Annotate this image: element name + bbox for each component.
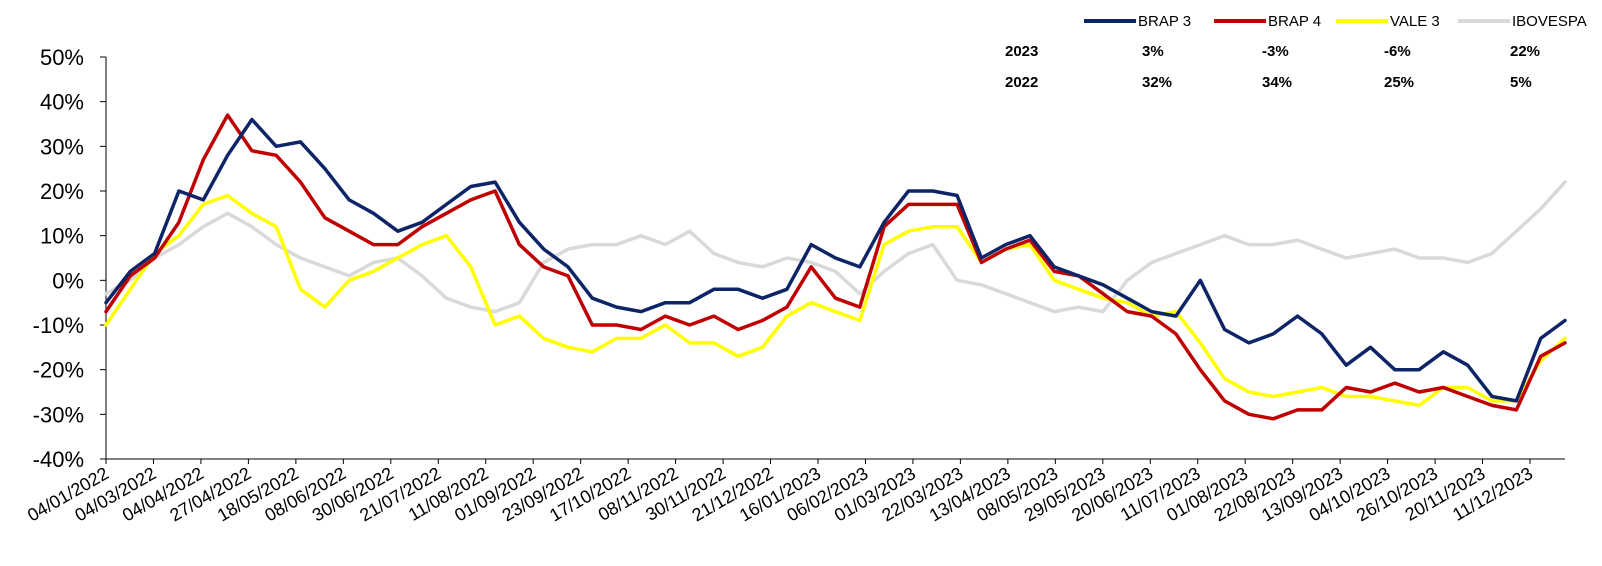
chart-legend: BRAP 3 BRAP 4 VALE 3 IBOVESPA [1084,13,1587,30]
returns-2022-brap4: 34% [1262,74,1292,91]
returns-2022-vale3: 25% [1384,74,1414,91]
plot-area [104,113,1567,421]
x-axis: 04/01/202204/03/202204/04/202227/04/2022… [24,458,1565,526]
series-line-brap4 [104,113,1567,421]
y-tick-label: 40% [40,90,84,115]
series-line-vale3 [104,193,1567,408]
returns-2022-ibovespa: 5% [1510,74,1532,91]
returns-table: 2023 3% -3% -6% 22% 2022 32% 34% 25% 5% [1005,43,1540,91]
series-line-ibovespa [104,180,1567,314]
returns-2023-ibovespa: 22% [1510,43,1540,60]
series-line-brap3 [104,117,1567,403]
returns-2022-brap3: 32% [1142,74,1172,91]
y-tick-label: 0% [52,268,84,293]
y-tick-label: 10% [40,224,84,249]
returns-2023-brap3: 3% [1142,43,1164,60]
legend-item-brap3: BRAP 3 [1084,13,1191,30]
returns-year-2022: 2022 [1005,74,1038,91]
returns-2023-vale3: -6% [1384,43,1411,60]
legend-label-ibovespa: IBOVESPA [1512,13,1587,30]
y-axis: 50% 40% 30% 20% 10% 0% -10% -20% -30% -40% [33,45,107,472]
returns-row-2023: 2023 3% -3% -6% 22% [1005,43,1540,60]
returns-row-2022: 2022 32% 34% 25% 5% [1005,74,1532,91]
y-tick-label: 30% [40,134,84,159]
y-tick-label: -10% [33,313,84,338]
legend-item-vale3: VALE 3 [1336,13,1440,30]
returns-year-2023: 2023 [1005,43,1038,60]
y-tick-label: -30% [33,402,84,427]
legend-label-vale3: VALE 3 [1390,13,1440,30]
legend-item-brap4: BRAP 4 [1214,13,1321,30]
legend-label-brap4: BRAP 4 [1268,13,1321,30]
legend-item-ibovespa: IBOVESPA [1458,13,1587,30]
returns-2023-brap4: -3% [1262,43,1289,60]
y-tick-label: 50% [40,45,84,70]
y-tick-label: -40% [33,447,84,472]
y-tick-label: 20% [40,179,84,204]
legend-label-brap3: BRAP 3 [1138,13,1191,30]
y-tick-label: -20% [33,358,84,383]
